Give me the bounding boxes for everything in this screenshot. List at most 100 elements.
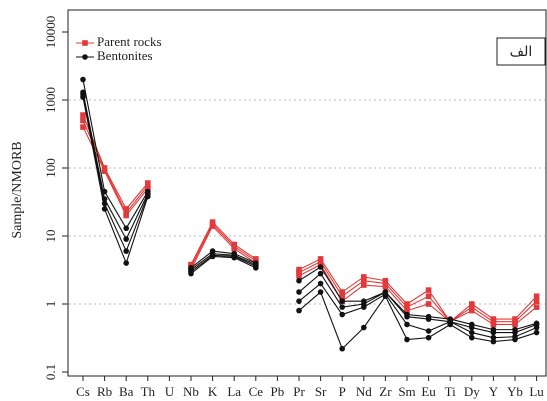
- data-point: [296, 298, 302, 304]
- data-point: [231, 241, 237, 248]
- data-point: [512, 326, 518, 333]
- data-point: [145, 180, 151, 186]
- x-tick-label: Dy: [464, 384, 480, 399]
- data-point: [123, 206, 129, 212]
- x-tick-label: P: [339, 384, 346, 399]
- x-tick-label: Zr: [379, 384, 392, 399]
- data-point: [512, 321, 518, 328]
- data-point: [361, 298, 367, 304]
- data-point: [339, 289, 345, 295]
- data-point: [188, 265, 194, 271]
- data-point: [80, 76, 86, 83]
- data-point: [361, 324, 367, 331]
- legend-label: Parent rocks: [97, 34, 162, 49]
- data-point: [490, 334, 497, 341]
- data-point: [490, 338, 497, 345]
- data-point: [80, 117, 86, 124]
- data-point: [101, 196, 108, 202]
- data-point: [512, 333, 518, 340]
- data-point: [123, 225, 129, 232]
- data-point: [339, 293, 345, 300]
- data-point: [339, 304, 346, 310]
- data-point: [533, 298, 540, 304]
- data-point: [253, 256, 259, 262]
- data-point: [101, 188, 108, 195]
- data-point: [404, 304, 410, 310]
- x-tick-label: La: [227, 384, 241, 399]
- x-tick-label: Yb: [507, 384, 523, 399]
- data-point: [382, 280, 389, 287]
- data-point: [425, 287, 432, 293]
- data-point: [296, 269, 302, 276]
- data-point: [382, 283, 389, 290]
- data-point: [533, 329, 540, 336]
- data-point: [339, 345, 346, 352]
- data-point: [425, 328, 432, 334]
- data-point: [123, 236, 129, 242]
- data-point: [490, 321, 497, 328]
- y-axis-label: Sample/NMORB: [10, 141, 25, 238]
- data-point: [123, 248, 129, 254]
- sample-line: [82, 92, 537, 334]
- data-point: [361, 274, 367, 280]
- data-point: [404, 311, 410, 318]
- data-point: [361, 277, 367, 284]
- data-point: [317, 264, 324, 270]
- x-tick-label: Lu: [529, 384, 544, 399]
- data-point: [447, 316, 454, 322]
- x-tick-label: Sr: [315, 384, 327, 399]
- data-point: [209, 248, 216, 254]
- data-point: [80, 112, 86, 118]
- y-tick-label: 1000: [43, 87, 58, 113]
- data-point: [533, 304, 540, 310]
- x-tick-label: Ba: [119, 384, 134, 399]
- data-point: [317, 256, 324, 262]
- data-point: [425, 313, 432, 320]
- y-tick-label: 100: [43, 158, 58, 178]
- x-tick-label: U: [165, 384, 175, 399]
- x-tick-label: Cs: [76, 384, 90, 399]
- data-point: [339, 311, 346, 318]
- y-tick-label: 1: [43, 301, 58, 308]
- sample-line: [82, 94, 537, 339]
- panel-label-box: [496, 37, 546, 66]
- data-point: [123, 209, 129, 216]
- data-point: [425, 301, 432, 307]
- data-point: [404, 336, 410, 343]
- data-point: [469, 334, 475, 341]
- data-point: [512, 316, 518, 322]
- data-point: [296, 277, 302, 284]
- x-tick-label: Ce: [249, 384, 264, 399]
- data-point: [404, 321, 410, 328]
- data-point: [123, 212, 129, 219]
- data-point: [317, 270, 324, 277]
- legend-label: Bentonites: [97, 48, 153, 63]
- data-point: [469, 301, 475, 307]
- data-point: [296, 307, 302, 314]
- x-tick-label: Eu: [421, 384, 436, 399]
- data-point: [145, 185, 151, 192]
- sample-line: [82, 120, 537, 323]
- data-point: [469, 329, 475, 336]
- y-tick-label: 10: [43, 230, 58, 243]
- sample-line: [82, 126, 537, 326]
- y-tick-label: 0.1: [43, 364, 58, 380]
- data-point: [145, 188, 151, 195]
- x-tick-label: K: [208, 384, 218, 399]
- data-point: [80, 124, 86, 130]
- data-point: [469, 321, 475, 328]
- data-point: [253, 260, 259, 266]
- plot-frame: [67, 9, 547, 377]
- sample-line: [82, 79, 537, 331]
- panel-label: الف: [510, 44, 533, 60]
- data-point: [404, 307, 410, 314]
- data-point: [490, 326, 497, 333]
- data-point: [123, 260, 129, 266]
- data-point: [82, 54, 88, 60]
- sample-line: [82, 114, 537, 323]
- data-point: [317, 280, 324, 287]
- data-point: [188, 261, 194, 268]
- x-tick-label: Nd: [356, 384, 372, 399]
- data-point: [425, 293, 432, 300]
